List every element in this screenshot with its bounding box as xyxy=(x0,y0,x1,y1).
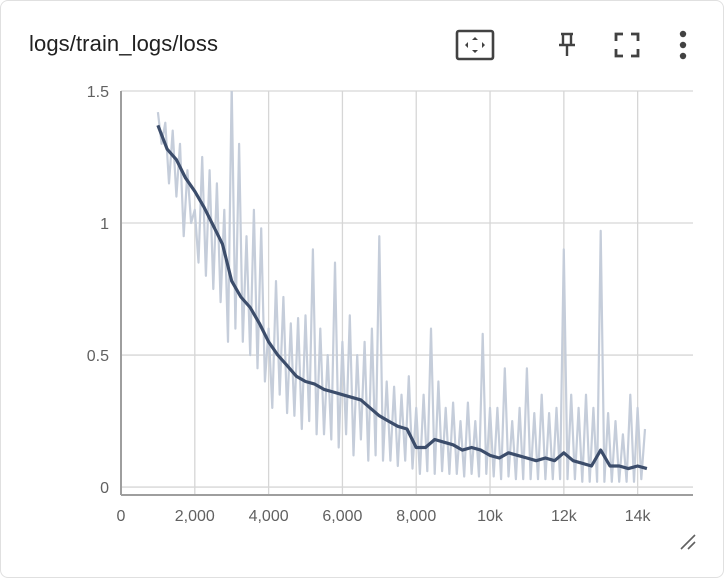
loss-series-smoothed-line xyxy=(156,124,648,471)
x-tick-label: 12k xyxy=(551,508,578,525)
resize-handle-icon[interactable] xyxy=(679,533,697,551)
x-tick-label: 0 xyxy=(117,508,126,525)
pin-icon xyxy=(559,32,575,56)
more-vert-icon xyxy=(679,30,687,60)
y-tick-label: 0 xyxy=(100,480,109,497)
pin-button[interactable] xyxy=(547,25,587,65)
fit-domain-button[interactable] xyxy=(455,25,495,65)
loss-series-raw-line xyxy=(156,91,647,483)
x-tick-label: 8,000 xyxy=(396,508,436,525)
fullscreen-icon xyxy=(614,32,640,58)
card-toolbar xyxy=(455,25,703,65)
x-tick-label: 4,000 xyxy=(249,508,289,525)
more-options-button[interactable] xyxy=(663,25,703,65)
x-tick-label: 2,000 xyxy=(175,508,215,525)
x-tick-label: 10k xyxy=(477,508,504,525)
card-title: logs/train_logs/loss xyxy=(29,31,219,56)
fullscreen-button[interactable] xyxy=(607,25,647,65)
y-tick-label: 0.5 xyxy=(87,348,109,365)
y-tick-label: 1.5 xyxy=(87,84,109,101)
x-tick-label: 14k xyxy=(625,508,652,525)
y-tick-label: 1 xyxy=(100,216,109,233)
fit-domain-icon xyxy=(455,29,495,61)
x-tick-label: 6,000 xyxy=(322,508,362,525)
